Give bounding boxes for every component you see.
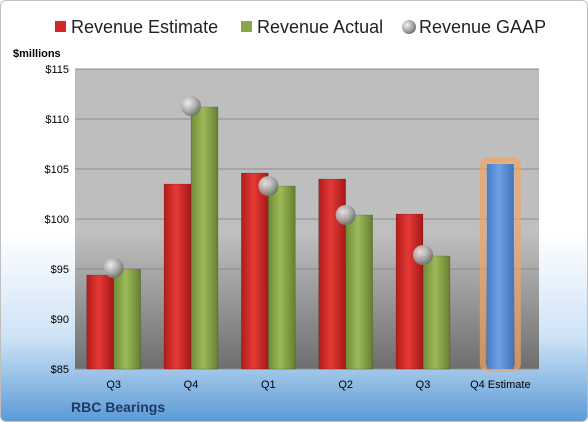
grid-lines	[75, 68, 539, 370]
legend-swatch	[402, 20, 416, 34]
legend-swatch	[55, 21, 66, 32]
x-axis-ticks: Q3 Q4 Q1 Q2 Q3 Q4 Estimate	[106, 379, 530, 391]
y-axis-title: $millions	[13, 48, 61, 60]
gaap-marker	[181, 96, 201, 116]
actual-bar	[190, 106, 219, 370]
chart-legend: Revenue Estimate Revenue Actual Revenue GA…	[55, 17, 546, 37]
legend-swatch	[241, 21, 252, 32]
y-tick-label: $95	[51, 264, 69, 276]
legend-label: Revenue Estimate	[71, 17, 218, 37]
x-tick-label: Q4 Estimate	[470, 379, 531, 391]
gaap-marker	[413, 245, 433, 265]
gaap-markers	[103, 96, 433, 278]
company-name: RBC Bearings	[71, 399, 166, 415]
y-axis-ticks: $85 $90 $95 $100 $105 $110 $115	[45, 64, 69, 376]
gaap-marker	[258, 176, 279, 196]
actual-bar	[422, 255, 451, 370]
estimate-bar	[395, 213, 424, 370]
x-tick-label: Q3	[106, 379, 121, 391]
x-tick-label: Q3	[416, 379, 431, 391]
actual-bar	[113, 268, 141, 370]
y-tick-label: $100	[45, 214, 69, 226]
gaap-marker	[103, 258, 124, 278]
legend-label: Revenue Actual	[257, 17, 383, 37]
bars	[86, 106, 521, 372]
y-tick-label: $115	[45, 64, 69, 76]
y-tick-label: $110	[45, 114, 69, 126]
estimate-bar	[163, 183, 192, 370]
actual-bar	[268, 185, 296, 370]
actual-bar	[345, 214, 373, 370]
x-tick-label: Q1	[261, 379, 276, 391]
y-tick-label: $105	[45, 164, 69, 176]
x-tick-label: Q4	[184, 379, 199, 391]
gaap-marker	[335, 205, 356, 225]
legend-label: Revenue GAAP	[419, 17, 546, 37]
y-tick-label: $85	[51, 364, 69, 376]
y-tick-label: $90	[51, 314, 69, 326]
forecast-bar	[486, 164, 514, 369]
estimate-bar	[86, 274, 114, 370]
estimate-bar	[241, 172, 269, 370]
x-tick-label: Q2	[338, 379, 353, 391]
